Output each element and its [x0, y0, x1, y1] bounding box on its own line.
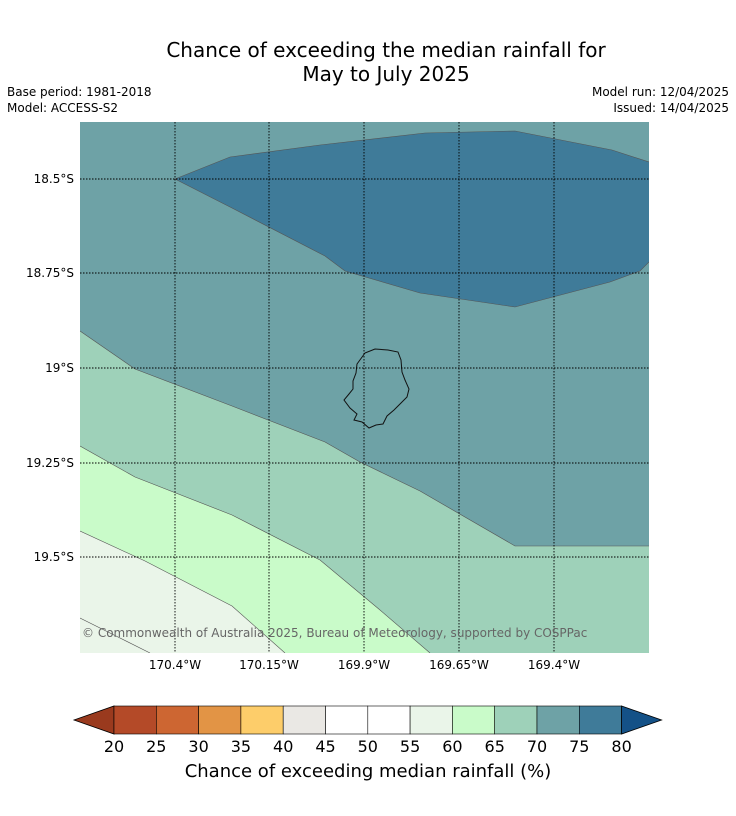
contour-over-75	[175, 131, 649, 307]
colorbar-swatch	[198, 705, 242, 735]
copyright-text: © Commonwealth of Australia 2025, Bureau…	[82, 626, 587, 640]
colorbar-tick-label: 70	[527, 737, 547, 756]
lat-label: 18.75°S	[26, 266, 74, 280]
colorbar-tick-label: 35	[231, 737, 251, 756]
colorbar-tick-label: 20	[104, 737, 124, 756]
colorbar-tick-label: 25	[146, 737, 166, 756]
meta-right: Model run: 12/04/2025 Issued: 14/04/2025	[592, 84, 729, 116]
lon-label: 170.15°W	[239, 658, 299, 672]
colorbar-extend-low	[72, 705, 115, 735]
colorbar-swatch	[452, 705, 495, 735]
meta-left: Base period: 1981-2018 Model: ACCESS-S2	[7, 84, 152, 116]
gridlines	[80, 122, 649, 653]
base-period-text: Base period: 1981-2018	[7, 85, 152, 99]
niue-island-outline	[343, 348, 410, 429]
longitude-labels: 170.4°W 170.15°W 169.9°W 169.65°W 169.4°…	[149, 658, 580, 672]
colorbar-swatch	[409, 705, 453, 735]
colorbar-swatch	[325, 705, 369, 735]
colorbar-tick-label: 45	[315, 737, 335, 756]
colorbar-tick-label: 65	[485, 737, 505, 756]
colorbar: 20 25 30 35 40 45 50 55 60 65 70 75 80	[72, 705, 663, 756]
colorbar-swatch	[367, 705, 411, 735]
colorbar-tick-label: 60	[442, 737, 462, 756]
latitude-labels: 18.5°S 18.75°S 19°S 19.25°S 19.5°S	[26, 172, 74, 564]
lon-label: 169.4°W	[528, 658, 580, 672]
colorbar-swatch	[578, 705, 622, 735]
colorbar-tick-label: 40	[273, 737, 293, 756]
lat-label: 19.5°S	[34, 550, 74, 564]
colorbar-extend-high	[621, 705, 663, 735]
colorbar-swatch	[536, 705, 580, 735]
colorbar-swatch	[240, 705, 284, 735]
colorbar-swatch	[156, 705, 199, 735]
issued-text: Issued: 14/04/2025	[613, 101, 729, 115]
colorbar-swatch	[282, 705, 326, 735]
colorbar-tick-label: 50	[358, 737, 378, 756]
title-line-2: May to July 2025	[302, 62, 470, 86]
contour-lines	[80, 130, 649, 653]
lat-label: 19.25°S	[26, 456, 74, 470]
colorbar-title: Chance of exceeding median rainfall (%)	[184, 761, 552, 782]
colorbar-tick-label: 80	[611, 737, 631, 756]
model-text: Model: ACCESS-S2	[7, 101, 119, 115]
lon-label: 170.4°W	[149, 658, 201, 672]
colorbar-tick-label: 75	[569, 737, 589, 756]
title-line-1: Chance of exceeding the median rainfall …	[166, 38, 606, 62]
model-run-text: Model run: 12/04/2025	[591, 85, 729, 99]
lon-label: 169.9°W	[338, 658, 390, 672]
lat-label: 19°S	[45, 361, 74, 375]
lat-label: 18.5°S	[34, 172, 74, 186]
colorbar-swatch	[113, 705, 157, 735]
chart-title: Chance of exceeding the median rainfall …	[0, 38, 736, 86]
map-area	[80, 122, 649, 653]
colorbar-swatch	[494, 705, 538, 735]
colorbar-tick-label: 55	[400, 737, 420, 756]
lon-label: 169.65°W	[429, 658, 489, 672]
colorbar-tick-label: 30	[188, 737, 208, 756]
contour-55-60	[80, 531, 285, 653]
